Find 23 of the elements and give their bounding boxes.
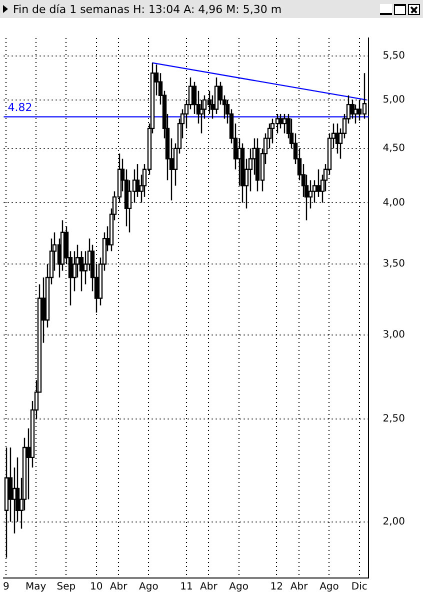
y-tick-label: 2,00 (382, 516, 405, 528)
x-tick-label: 12 (270, 582, 283, 593)
x-tick-label: 10 (90, 582, 103, 593)
x-tick-label: 9 (2, 582, 10, 593)
x-tick-label: May (25, 582, 46, 593)
y-tick-label: 3,00 (382, 330, 405, 341)
x-tick-label: Ago (139, 582, 158, 593)
x-tick-label: Dic (351, 582, 368, 593)
x-tick-label: Ago (320, 582, 339, 593)
y-tick-label: 2,50 (382, 414, 405, 425)
y-tick-label: 4,00 (382, 197, 405, 208)
x-tick-label: 11 (180, 582, 193, 593)
x-tick-label: Abr (290, 582, 309, 593)
x-tick-label: Abr (200, 582, 218, 593)
ref-line-label: 4.82 (8, 101, 32, 114)
y-tick-label: 3,50 (382, 258, 405, 270)
y-tick-label: 5,50 (382, 50, 405, 62)
y-tick-label: 4,50 (382, 143, 405, 154)
y-tick-label: 5,00 (382, 94, 405, 106)
x-tick-label: Abr (110, 582, 128, 593)
x-tick-label: Ago (229, 582, 248, 593)
chart-title: Fin de día 1 semanas H: 13:04 A: 4,96 M: 5,30 m (13, 2, 283, 16)
x-tick-label: Sep (56, 582, 76, 593)
